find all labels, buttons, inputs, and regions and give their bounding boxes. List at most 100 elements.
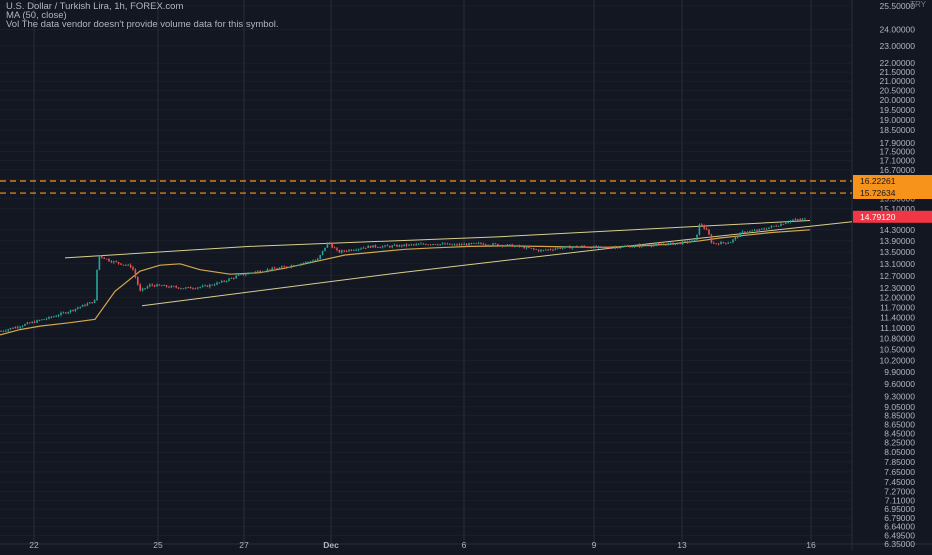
candle-body [600,246,602,248]
candle-body [381,246,384,248]
x-tick-label: 22 [29,540,39,550]
candle-body [353,250,355,251]
price-label-box [853,210,932,223]
candle-body [549,249,552,251]
y-tick-label: 6.64000 [884,522,915,532]
candle-body [559,247,561,249]
candle-body [552,249,554,251]
candle-body [389,246,391,248]
candle-body [98,255,101,270]
price-label-text: 14.79120 [860,212,896,222]
candle-body [199,287,201,288]
candle-body [785,222,787,224]
candle-body [341,250,343,253]
candle-body [137,277,139,285]
candle-body [14,326,17,329]
candle-body [566,246,569,247]
candle-body [513,245,516,247]
candle-body [761,228,763,230]
candle-body [132,267,134,270]
candle-body [19,326,21,328]
candle-body [151,284,153,286]
candle-body [525,246,528,249]
candle-body [278,267,281,269]
candle-body [756,230,758,231]
candle-body [626,246,629,247]
candle-body [765,228,768,230]
trendline-lower [141,221,853,307]
candle-body [403,244,405,247]
candle-body [350,249,353,251]
y-tick-label: 7.27000 [884,487,915,497]
candle-body [564,246,566,248]
y-tick-label: 19.50000 [880,105,916,115]
candle-body [425,244,427,245]
candle-body [117,262,120,264]
candle-body [650,245,653,247]
candle-body [312,260,314,262]
candle-body [681,241,684,244]
candle-body [631,246,633,248]
candle-body [314,260,317,261]
candle-body [175,286,177,288]
candle-body [101,255,103,258]
candle-body [429,244,432,246]
candle-body [125,264,127,266]
y-tick-label: 14.30000 [880,225,916,235]
candle-body [633,245,636,247]
candle-body [415,244,417,245]
candle-body [377,247,379,248]
y-tick-label: 20.00000 [880,95,916,105]
candle-body [396,245,398,247]
candle-body [115,261,117,263]
candle-body [609,248,612,249]
price-label-text: 16.22261 [860,176,896,186]
candle-body [475,243,477,244]
candle-body [585,246,588,248]
y-tick-label: 6.35000 [884,539,915,549]
candle-body [369,245,372,248]
candle-body [336,248,338,251]
candle-body [192,288,194,290]
candle-body [74,308,77,311]
candle-body [629,246,631,248]
candle-body [321,250,324,255]
candle-body [653,244,655,247]
candle-body [247,273,249,275]
candle-body [509,244,511,246]
candle-body [801,218,804,220]
x-tick-label: 27 [239,540,249,550]
candle-body [441,243,444,245]
candle-body [453,244,456,246]
y-tick-label: 11.10000 [880,323,915,333]
candle-body [33,321,36,323]
candle-body [792,220,794,221]
y-tick-label: 24.00000 [880,25,916,35]
candle-body [405,244,408,246]
candle-body [590,247,593,249]
candle-body [331,244,333,248]
candle-body [573,246,576,247]
candle-body [581,245,583,247]
candle-body [535,249,537,250]
candle-body [305,261,307,263]
candle-body [120,263,122,265]
y-tick-label: 18.50000 [880,125,916,135]
candle-body [36,320,38,323]
candle-body [677,242,679,244]
candle-body [722,242,725,243]
y-tick-label: 7.45000 [884,477,915,487]
y-tick-label: 15.10000 [880,204,916,214]
candle-body [523,246,525,249]
candle-body [667,243,669,246]
candle-body [17,326,19,328]
candle-body [777,226,780,227]
candle-body [259,270,261,273]
candle-body [782,224,785,225]
candle-body [139,284,141,291]
candle-body [518,245,521,247]
candle-body [446,243,449,245]
legend-ma: MA (50, close) [6,10,67,21]
